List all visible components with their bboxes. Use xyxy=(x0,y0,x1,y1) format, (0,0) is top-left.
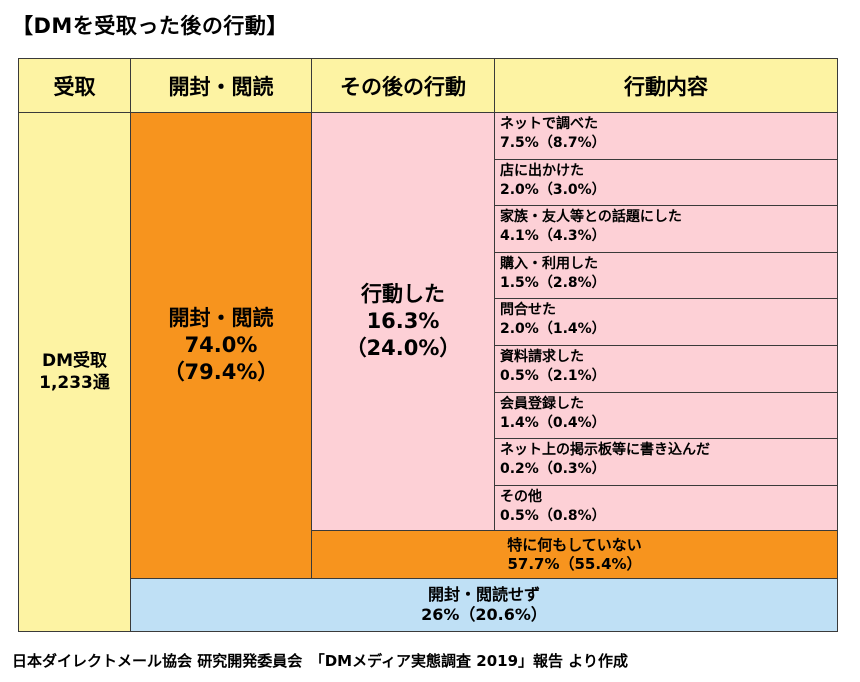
action-row: 会員登録した 1.4%（0.4%） xyxy=(494,391,838,440)
received-label: DM受取 xyxy=(41,351,108,371)
header-action-detail-label: 行動内容 xyxy=(624,74,708,99)
action-row: 問合せた 2.0%（1.4%） xyxy=(494,298,838,346)
action-label: 資料請求した xyxy=(500,349,584,365)
action-row: 店に出かけた 2.0%（3.0%） xyxy=(494,158,838,207)
action-label: 会員登録した xyxy=(500,395,584,412)
header-received: 受取 xyxy=(18,58,131,113)
action-value: 2.0%（3.0%） xyxy=(500,181,606,198)
header-action-detail: 行動内容 xyxy=(494,58,838,113)
acted-cell: 行動した 16.3% （24.0%） xyxy=(311,112,495,531)
action-row: 購入・利用した 1.5%（2.8%） xyxy=(494,251,838,300)
header-received-label: 受取 xyxy=(53,74,96,99)
action-value: 0.5%（2.1%） xyxy=(500,368,606,384)
received-cell: DM受取 1,233通 xyxy=(18,112,131,632)
acted-prev: （24.0%） xyxy=(345,336,461,360)
action-row: 資料請求した 0.5%（2.1%） xyxy=(494,345,838,393)
header-opened-label: 開封・閲読 xyxy=(168,74,274,99)
action-label: その他 xyxy=(500,488,542,505)
action-row: 家族・友人等との話題にした 4.1%（4.3%） xyxy=(494,205,838,253)
action-value: 1.4%（0.4%） xyxy=(500,414,606,431)
action-value: 0.2%（0.3%） xyxy=(500,461,606,478)
opened-prev: （79.4%） xyxy=(163,360,279,384)
action-label: 問合せた xyxy=(500,302,556,319)
action-row: その他 0.5%（0.8%） xyxy=(494,484,838,533)
page-title: 【DMを受取った後の行動】 xyxy=(12,14,288,38)
header-after-action: その後の行動 xyxy=(311,58,495,113)
action-label: ネットで調べた xyxy=(500,116,598,132)
header-opened: 開封・閲読 xyxy=(130,58,312,113)
acted-pct: 16.3% xyxy=(366,309,440,333)
acted-label: 行動した xyxy=(361,282,445,306)
action-row: ネット上の掲示板等に書き込んだ 0.2%（0.3%） xyxy=(494,438,838,486)
not-opened-label: 開封・閲読せず xyxy=(427,585,540,604)
no-action-cell: 特に何もしていない 57.7%（55.4%） xyxy=(311,530,838,579)
action-label: 店に出かけた xyxy=(500,162,584,179)
action-row: ネットで調べた 7.5%（8.7%） xyxy=(494,112,838,160)
action-label: ネット上の掲示板等に書き込んだ xyxy=(500,442,710,459)
not-opened-value: 26%（20.6%） xyxy=(421,605,547,624)
opened-cell: 開封・閲読 74.0% （79.4%） xyxy=(130,112,312,579)
action-value: 7.5%（8.7%） xyxy=(500,135,606,151)
action-value: 1.5%（2.8%） xyxy=(500,274,606,291)
no-action-label: 特に何もしていない xyxy=(507,535,642,554)
not-opened-cell: 開封・閲読せず 26%（20.6%） xyxy=(130,578,838,632)
action-label: 家族・友人等との話題にした xyxy=(500,209,682,226)
opened-label: 開封・閲読 xyxy=(168,306,274,330)
action-value: 4.1%（4.3%） xyxy=(500,228,606,245)
no-action-value: 57.7%（55.4%） xyxy=(507,554,642,573)
header-after-action-label: その後の行動 xyxy=(340,74,466,99)
received-count: 1,233通 xyxy=(39,373,110,393)
source-footer: 日本ダイレクトメール協会 研究開発委員会 「DMメディア実態調査 2019」報告… xyxy=(12,652,628,670)
action-value: 2.0%（1.4%） xyxy=(500,321,606,338)
action-value: 0.5%（0.8%） xyxy=(500,507,606,524)
opened-pct: 74.0% xyxy=(184,333,258,357)
action-label: 購入・利用した xyxy=(500,255,598,272)
